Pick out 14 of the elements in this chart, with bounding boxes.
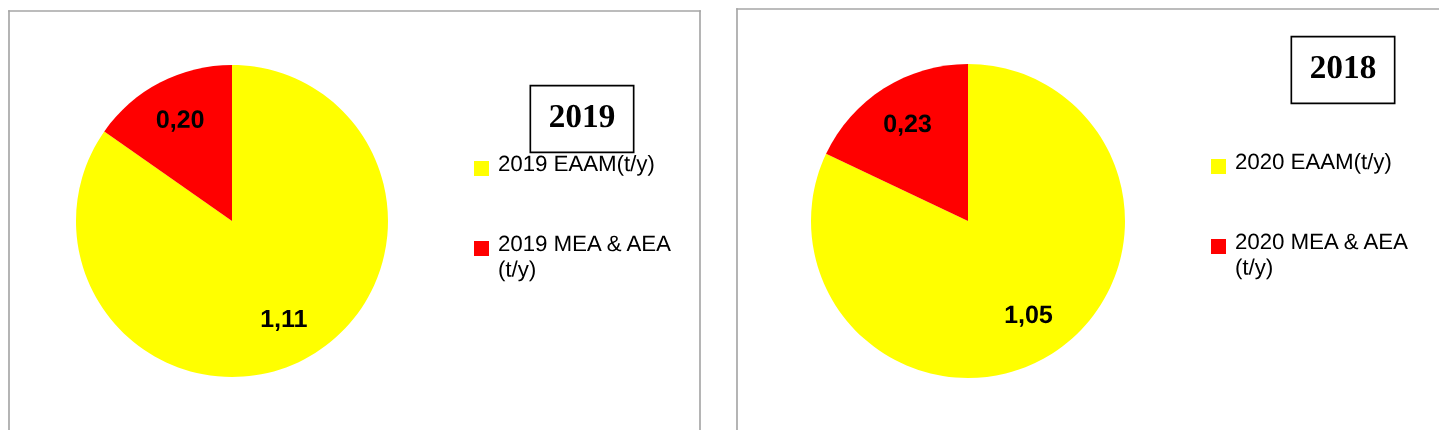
data-label: 1,11 bbox=[261, 309, 307, 331]
data-label: 1,05 bbox=[1005, 305, 1053, 327]
legend-label: 2020 EAAM(t/y) bbox=[1236, 153, 1391, 174]
legend-label: 2020 MEA & AEA (t/y) bbox=[1236, 233, 1408, 280]
chart-title: 2018 bbox=[1311, 55, 1376, 79]
data-label: 0,23 bbox=[884, 114, 931, 136]
pie-slice bbox=[104, 65, 232, 221]
legend-label: 2019 EAAM(t/y) bbox=[499, 155, 654, 176]
pie-slice bbox=[76, 65, 388, 377]
text: 2019 bbox=[550, 104, 615, 128]
pie-slice bbox=[826, 64, 968, 221]
pie-slice bbox=[811, 64, 1125, 378]
legend-label: 2019 MEA & AEA (t/y) bbox=[499, 235, 671, 282]
data-label: 0,20 bbox=[156, 110, 204, 132]
